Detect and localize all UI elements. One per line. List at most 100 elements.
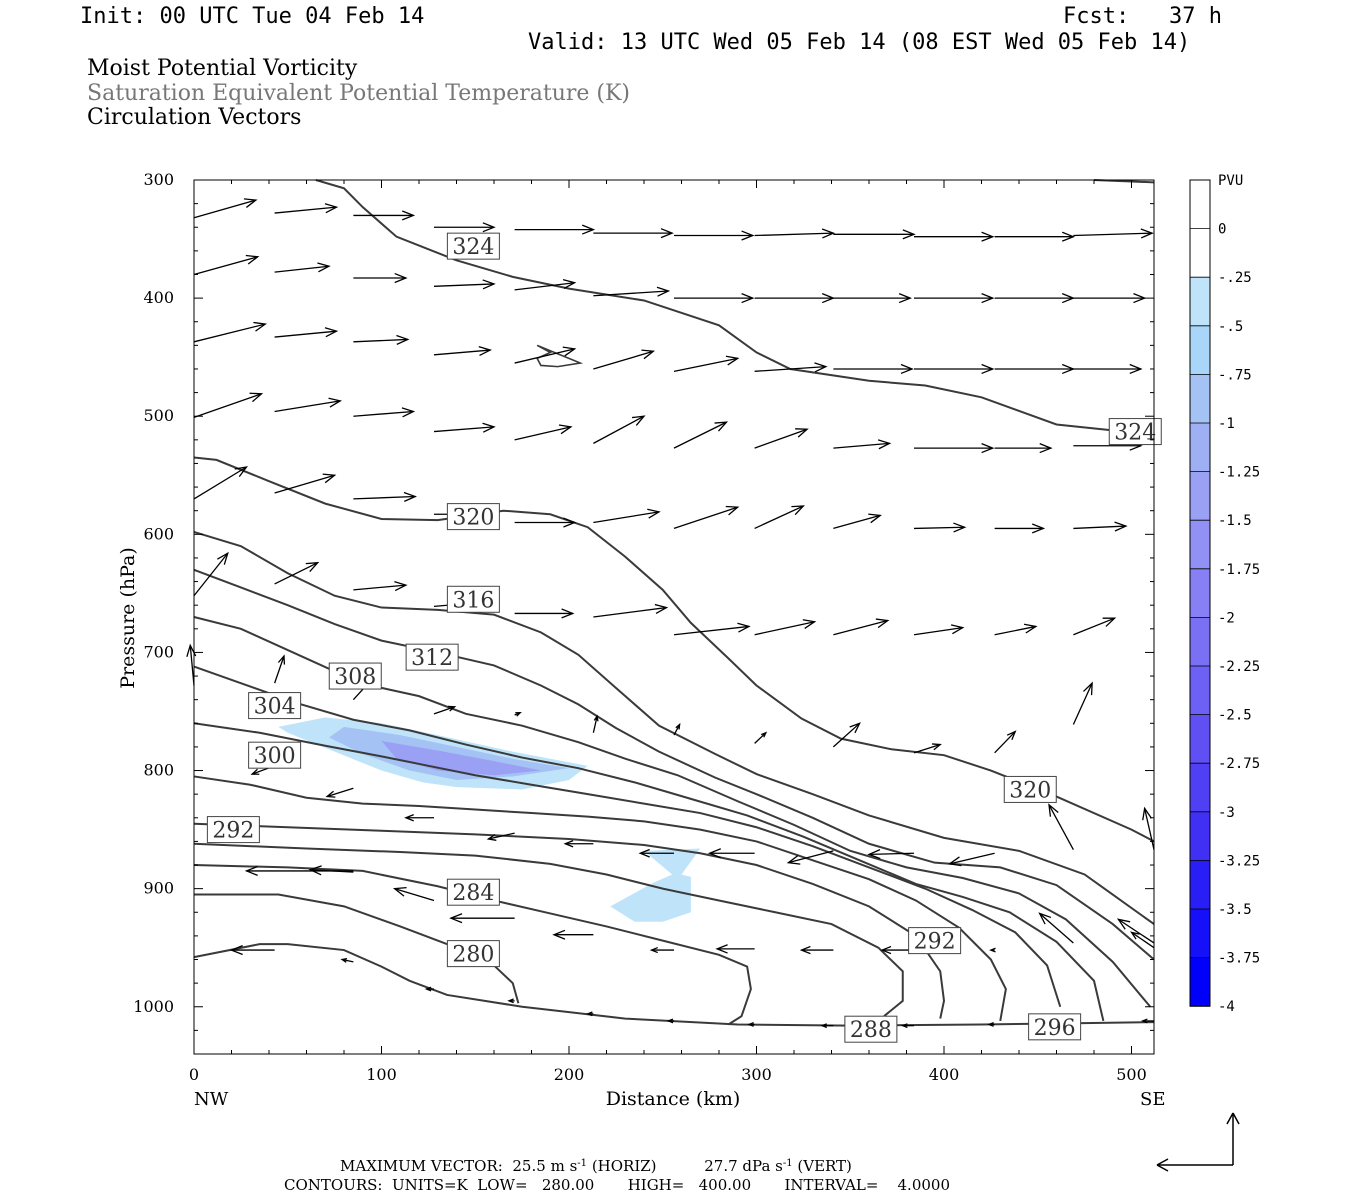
circulation-vector — [994, 443, 1053, 454]
circulation-vector — [994, 231, 1076, 242]
vector-shaft — [274, 265, 330, 273]
vector-head — [802, 619, 817, 629]
vector-shaft — [673, 506, 738, 530]
circulation-vector — [1038, 912, 1074, 944]
vector-head — [1039, 443, 1053, 454]
colorbar-swatch — [1190, 228, 1210, 278]
circulation-vector — [353, 581, 408, 592]
contour-value-label: 292 — [908, 927, 962, 955]
colorbar-label: -2.5 — [1218, 708, 1252, 724]
contour-label-box — [446, 232, 500, 260]
vector-shaft — [274, 400, 341, 413]
vector-head — [981, 443, 995, 454]
contour-value-label: 308 — [328, 662, 382, 690]
colorbar-swatch — [1190, 374, 1210, 423]
vector-layer — [186, 198, 1155, 1029]
circulation-vector — [593, 415, 646, 444]
colorbar-title: PVU — [1218, 173, 1243, 189]
colorbar-label: -3.5 — [1218, 902, 1252, 918]
vector-head — [486, 833, 497, 841]
circulation-vector — [193, 321, 267, 343]
vector-shaft — [593, 606, 667, 618]
contour-value-label: 300 — [248, 741, 302, 769]
circulation-vector — [274, 397, 342, 413]
circulation-vector — [833, 229, 916, 240]
vector-head — [641, 349, 656, 360]
vector-head — [737, 622, 751, 633]
vector-head — [317, 262, 331, 273]
colorbar-swatch — [1190, 860, 1210, 909]
circulation-vector — [1048, 803, 1074, 850]
vector-shaft — [189, 645, 195, 686]
vector-shaft — [868, 852, 915, 856]
vector-head — [1133, 293, 1147, 304]
circulation-vector — [994, 293, 1076, 304]
contour-label-text: 324 — [1114, 421, 1156, 446]
contour-value-label: 292 — [206, 816, 260, 844]
vector-shaft — [833, 514, 881, 530]
contour-value-label: 288 — [844, 1015, 898, 1043]
plot-frame — [193, 179, 1155, 1055]
forecast-hour: Fcst: 37 h — [1063, 4, 1222, 29]
circulation-vector — [274, 473, 337, 494]
vector-head — [562, 279, 577, 290]
y-tick-label: 700 — [143, 642, 174, 661]
circulation-vector — [193, 551, 229, 597]
vector-shaft — [788, 850, 834, 864]
vector-head — [654, 603, 669, 614]
vector-head — [814, 362, 828, 373]
vector-head — [308, 865, 322, 876]
vector-head — [328, 397, 342, 408]
field-title-mpv: Moist Potential Vorticity — [87, 56, 358, 81]
colorbar-label: -1.25 — [1218, 465, 1260, 481]
contour-label-box — [446, 503, 500, 531]
vector-head — [786, 855, 801, 865]
vector-shaft — [274, 655, 285, 684]
circulation-vector — [593, 508, 661, 524]
circulation-vector — [585, 1011, 594, 1017]
vector-head — [900, 1023, 908, 1029]
contour-label-text: 292 — [914, 930, 956, 955]
vector-head — [1140, 1018, 1148, 1024]
contour-label-box — [908, 927, 962, 955]
vector-head — [1129, 363, 1143, 375]
colorbar-swatch — [1190, 666, 1210, 715]
vector-head — [324, 203, 339, 214]
theta-contour — [193, 568, 1155, 961]
vector-head — [478, 345, 492, 357]
circulation-vector — [674, 230, 755, 241]
vector-shaft — [593, 511, 660, 524]
colorbar-swatch — [1190, 520, 1210, 569]
vector-shaft — [994, 731, 1016, 754]
circulation-vector — [754, 505, 805, 530]
vector-head — [562, 346, 577, 357]
vector-shaft — [193, 466, 247, 500]
circulation-vector — [913, 743, 942, 754]
circulation-vector — [900, 1023, 914, 1029]
theta-contour — [193, 456, 1155, 843]
vector-head — [981, 363, 995, 375]
vector-head — [482, 422, 496, 433]
colorbar-swatch — [1190, 423, 1210, 472]
vector-head — [707, 848, 722, 859]
circulation-vector — [833, 618, 890, 636]
contour-value-label: 324 — [1108, 418, 1162, 446]
contour-label-text: 280 — [452, 943, 494, 968]
circulation-vector — [593, 603, 669, 618]
pv-region — [381, 741, 541, 776]
circulation-vector — [715, 944, 755, 954]
circulation-vector — [514, 711, 522, 717]
vector-head — [482, 279, 496, 290]
circulation-vector — [353, 407, 416, 418]
vector-shaft — [949, 852, 995, 865]
circulation-vector — [673, 622, 751, 636]
contour-label-text: 292 — [212, 819, 254, 844]
vector-head — [558, 424, 573, 435]
vector-head — [229, 945, 243, 956]
vector-head — [799, 945, 811, 955]
circulation-vector — [707, 848, 755, 859]
circulation-vector — [449, 913, 515, 924]
nw-endpoint-label: NW — [194, 1089, 229, 1110]
y-tick-label: 300 — [143, 170, 174, 189]
vector-head — [666, 1018, 674, 1024]
